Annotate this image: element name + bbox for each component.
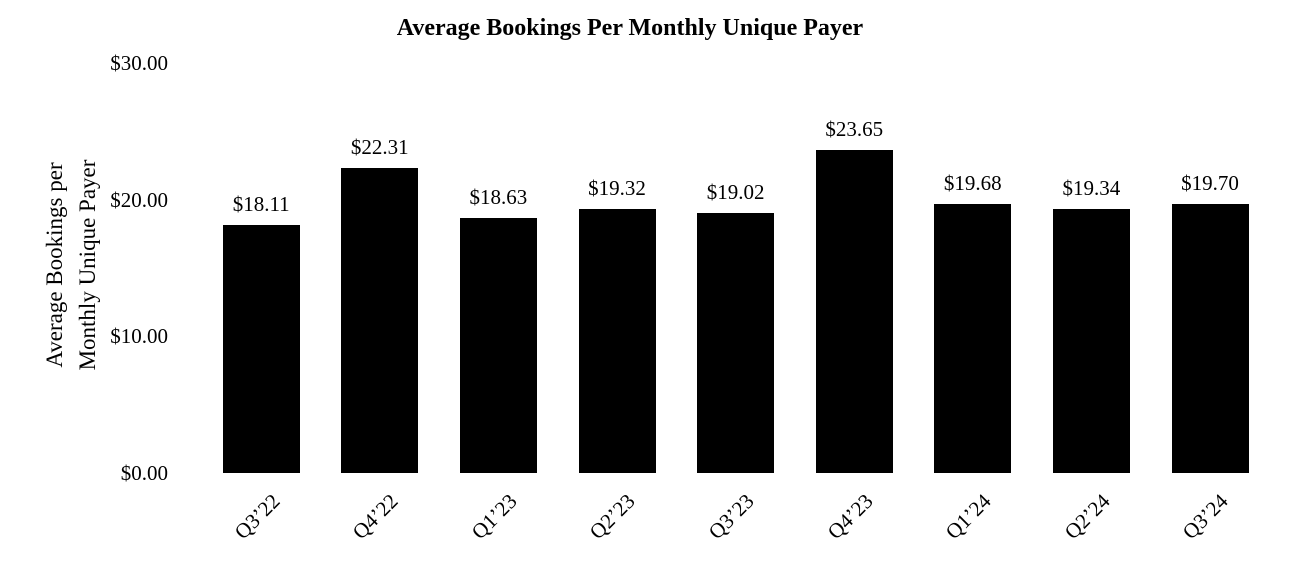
bar-value-label: $22.31 bbox=[350, 135, 409, 160]
x-axis-tick-label: Q2’23 bbox=[585, 489, 640, 544]
x-axis-tick-label: Q3’22 bbox=[229, 489, 285, 544]
bar-Q4’23 bbox=[815, 149, 893, 473]
bar-Q2’24 bbox=[1052, 208, 1130, 473]
x-axis-tick-label: Q4’23 bbox=[822, 489, 878, 544]
x-axis-tick-label: Q1’24 bbox=[940, 489, 996, 544]
bar-value-label: $19.68 bbox=[943, 171, 1002, 196]
bar-value-label: $23.65 bbox=[825, 116, 884, 141]
bar-Q2’23 bbox=[578, 208, 656, 473]
chart-title: Average Bookings Per Monthly Unique Paye… bbox=[396, 15, 864, 41]
bar-value-label: $19.32 bbox=[588, 175, 646, 200]
y-axis-tick-label: $10.00 bbox=[110, 324, 168, 349]
bar-Q4’22 bbox=[341, 168, 419, 473]
bar-value-label: $19.70 bbox=[1181, 170, 1239, 195]
bar-Q1’24 bbox=[934, 204, 1012, 473]
bar-Q3’23 bbox=[697, 213, 775, 473]
x-axis-tick-label: Q3’23 bbox=[703, 489, 759, 544]
bar-value-label: $18.11 bbox=[232, 192, 290, 217]
bar-value-label: $18.63 bbox=[469, 185, 528, 210]
bar-Q3’22 bbox=[222, 225, 300, 473]
bar-value-label: $19.34 bbox=[1062, 175, 1121, 200]
x-axis-tick-label: Q4’22 bbox=[347, 489, 403, 544]
x-axis-tick-label: Q3’24 bbox=[1178, 489, 1233, 544]
x-axis-tick-label: Q1’23 bbox=[466, 489, 522, 544]
y-axis-tick-label: $20.00 bbox=[110, 187, 168, 212]
bar-Q3’24 bbox=[1171, 203, 1249, 473]
bar-value-label: $19.02 bbox=[706, 180, 765, 205]
bar-Q1’23 bbox=[459, 218, 537, 473]
y-axis-tick-label: $30.00 bbox=[110, 51, 168, 75]
y-axis-tick-label: $0.00 bbox=[120, 461, 168, 485]
x-axis-tick-label: Q2’24 bbox=[1059, 489, 1115, 544]
